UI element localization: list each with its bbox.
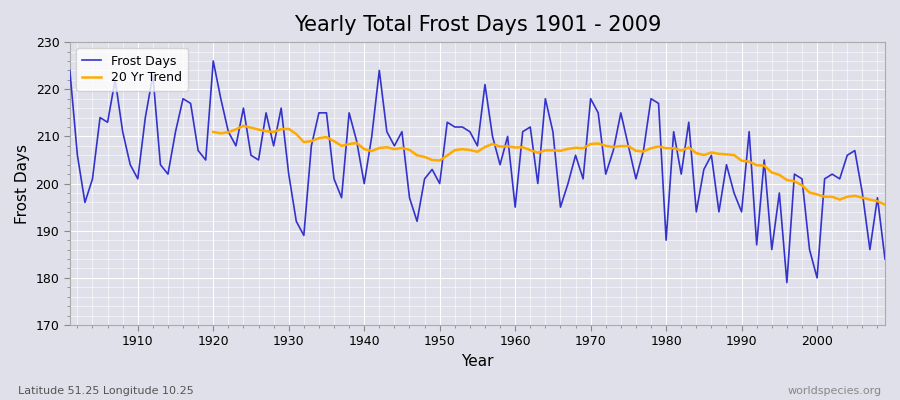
X-axis label: Year: Year <box>461 354 494 369</box>
Frost Days <box>879 257 890 262</box>
Frost Days <box>344 110 355 115</box>
Frost Days <box>518 129 528 134</box>
Line: 20 Yr Trend: 20 Yr Trend <box>213 126 885 204</box>
Frost Days <box>781 280 792 285</box>
Frost Days <box>509 205 520 210</box>
Text: Latitude 51.25 Longitude 10.25: Latitude 51.25 Longitude 10.25 <box>18 386 194 396</box>
Frost Days <box>65 68 76 73</box>
Frost Days <box>125 162 136 167</box>
Line: Frost Days: Frost Days <box>70 61 885 282</box>
Text: worldspecies.org: worldspecies.org <box>788 386 882 396</box>
20 Yr Trend <box>879 202 890 207</box>
Frost Days <box>208 58 219 63</box>
20 Yr Trend <box>238 124 248 128</box>
Legend: Frost Days, 20 Yr Trend: Frost Days, 20 Yr Trend <box>76 48 188 91</box>
Y-axis label: Frost Days: Frost Days <box>15 144 30 224</box>
20 Yr Trend <box>857 195 868 200</box>
Title: Yearly Total Frost Days 1901 - 2009: Yearly Total Frost Days 1901 - 2009 <box>293 15 662 35</box>
20 Yr Trend <box>774 172 785 177</box>
20 Yr Trend <box>306 139 317 144</box>
20 Yr Trend <box>683 145 694 150</box>
Frost Days <box>608 148 618 153</box>
Frost Days <box>299 233 310 238</box>
20 Yr Trend <box>208 130 219 134</box>
20 Yr Trend <box>789 179 800 184</box>
20 Yr Trend <box>419 154 430 159</box>
